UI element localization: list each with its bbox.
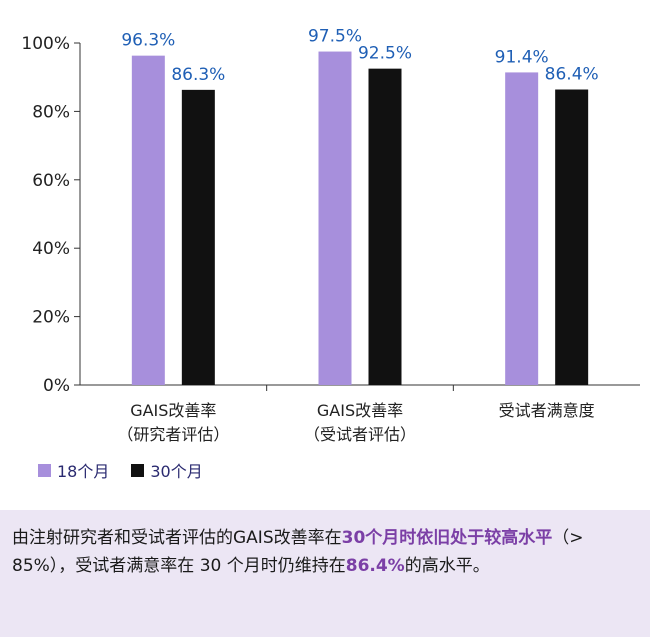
x-category-sublabel: （受试者评估） xyxy=(304,425,416,444)
legend-label-30-months: 30个月 xyxy=(150,462,203,481)
bar-value-label: 86.3% xyxy=(171,65,225,85)
legend-item-18-months: 18个月 xyxy=(38,458,109,482)
chart-legend: 18个月 30个月 xyxy=(38,458,203,482)
summary-note: 由注射研究者和受试者评估的GAIS改善率在30个月时依旧处于较高水平（> 85%… xyxy=(0,510,650,637)
note-highlight-2: 86.4% xyxy=(345,556,405,576)
bar-value-label: 97.5% xyxy=(308,27,362,47)
bar-30-months xyxy=(555,89,589,386)
bar-value-label: 86.4% xyxy=(545,65,599,85)
bar-30-months xyxy=(368,68,402,386)
bar-value-label: 92.5% xyxy=(358,44,412,64)
y-tick-label: 60% xyxy=(32,171,70,191)
bar-value-label: 96.3% xyxy=(121,31,175,51)
y-tick-label: 100% xyxy=(21,34,70,54)
x-category-label: 受试者满意度 xyxy=(499,401,595,420)
note-text-2: （> 85%），受试者满意率在 30 个月时仍维持在 xyxy=(12,528,584,576)
bar-chart: 0% 20% 40% 60% 80% 100% GAIS改善率 （研究者评估） 96.3% 86.… xyxy=(21,27,640,444)
y-tick-label: 40% xyxy=(32,239,70,259)
legend-label-18-months: 18个月 xyxy=(57,462,110,481)
bar-30-months xyxy=(181,89,215,385)
note-text-1: 由注射研究者和受试者评估的GAIS改善率在 xyxy=(12,528,342,548)
x-category-sublabel: （研究者评估） xyxy=(117,425,229,444)
legend-swatch-18-months xyxy=(38,463,51,477)
y-tick-label: 80% xyxy=(32,102,70,122)
y-tick-label: 0% xyxy=(43,376,70,396)
bar-18-months xyxy=(131,55,165,386)
legend-item-30-months: 30个月 xyxy=(131,458,203,482)
y-tick-label: 20% xyxy=(32,308,70,328)
legend-swatch-30-months xyxy=(131,463,145,477)
bar-18-months xyxy=(505,72,539,386)
note-text-3: 的高水平。 xyxy=(404,556,490,576)
note-highlight-1: 30个月时依旧处于较高水平 xyxy=(341,528,553,548)
bar-value-label: 91.4% xyxy=(495,47,549,67)
x-category-label: GAIS改善率 xyxy=(130,401,216,420)
x-category-label: GAIS改善率 xyxy=(317,401,403,420)
bar-18-months xyxy=(318,51,352,386)
